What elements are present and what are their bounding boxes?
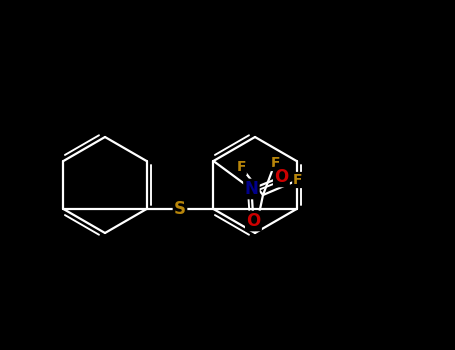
Text: S: S (174, 200, 186, 218)
Text: F: F (270, 156, 280, 170)
Text: N: N (244, 180, 258, 198)
Text: F: F (293, 173, 303, 187)
Text: F: F (236, 160, 246, 174)
Text: O: O (274, 168, 288, 186)
Text: O: O (246, 212, 261, 230)
